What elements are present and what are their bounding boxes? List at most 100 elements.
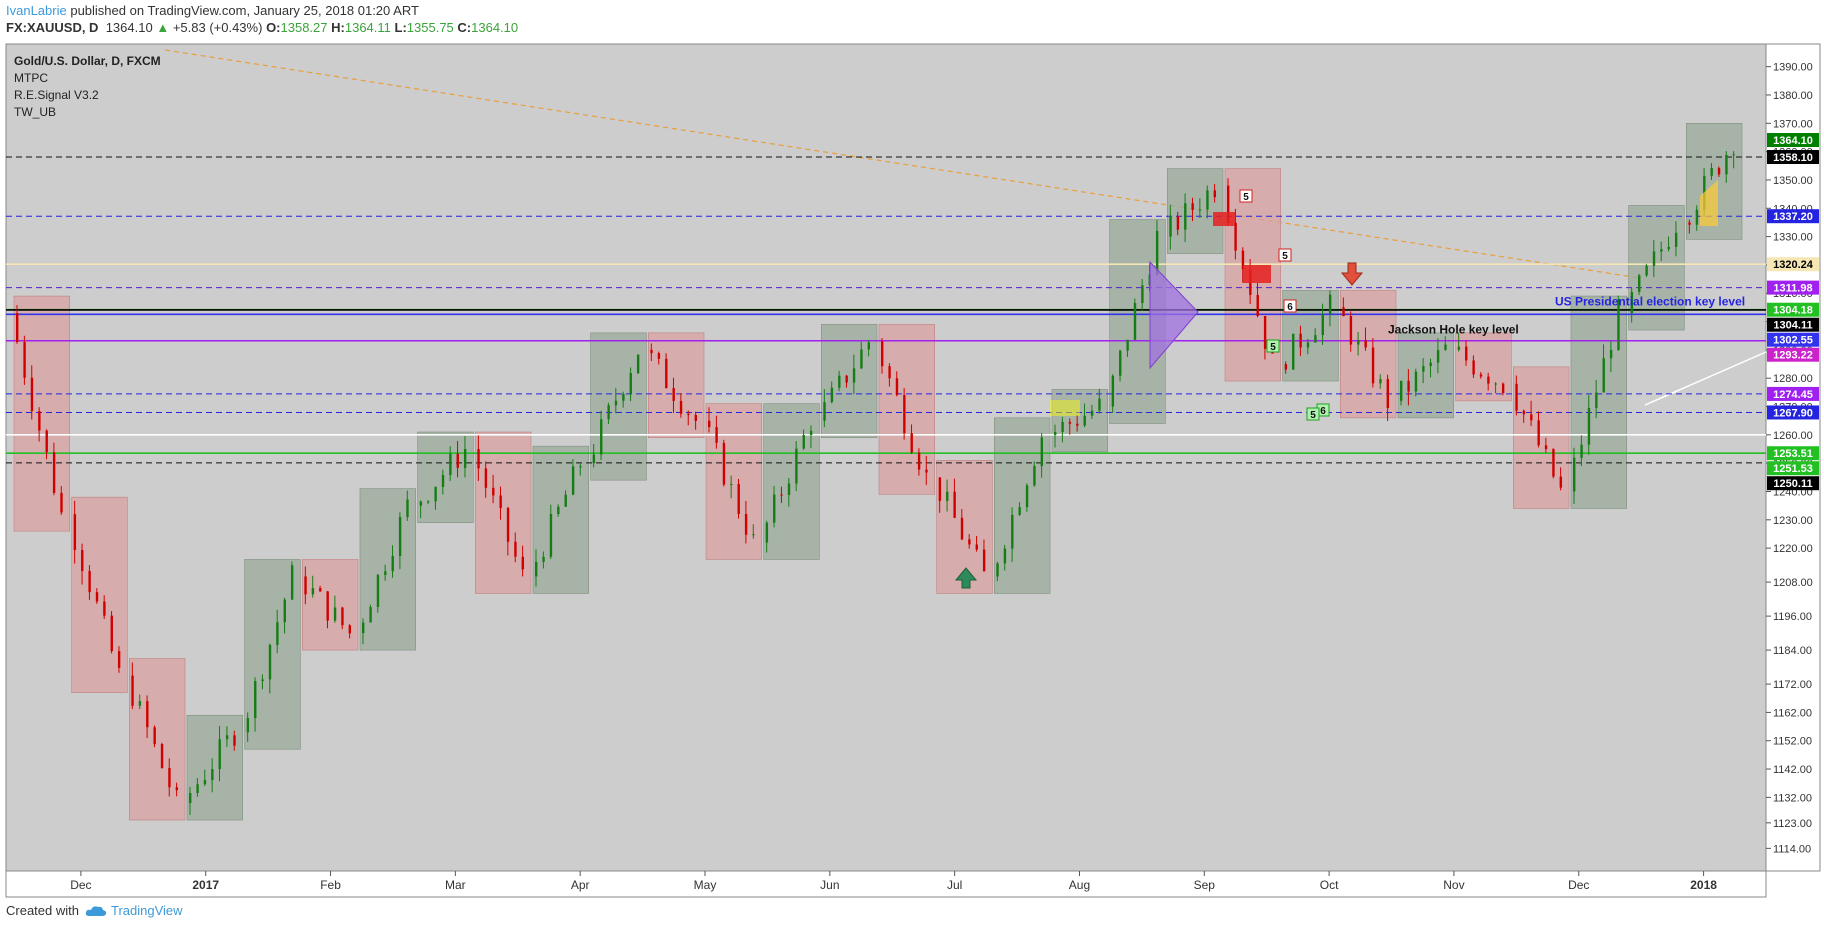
- candle-body: [622, 393, 625, 401]
- candle-body: [802, 434, 805, 449]
- x-tick-label: May: [694, 878, 717, 892]
- candle-body: [960, 517, 964, 540]
- candle-body: [860, 349, 863, 369]
- level-annotation: US Presidential election key level: [1555, 294, 1745, 308]
- candle-body: [1501, 383, 1505, 394]
- candle-body: [780, 494, 783, 496]
- candle-body: [1141, 285, 1144, 304]
- candle-body: [23, 342, 26, 378]
- down-swing-box: [705, 403, 762, 560]
- candle-body: [1025, 485, 1029, 508]
- down-swing-box: [13, 295, 70, 532]
- candle-body: [81, 549, 84, 572]
- candle-body: [1487, 376, 1490, 384]
- y-tick-label: 1172.00: [1773, 679, 1812, 691]
- price-tag: [1767, 405, 1819, 420]
- candle-body: [1386, 379, 1390, 408]
- candle-body: [557, 506, 560, 515]
- candle-body: [1444, 344, 1447, 351]
- signal-count-label: 5: [1310, 410, 1316, 421]
- candle-body: [1306, 342, 1310, 348]
- candle-body: [1544, 445, 1548, 450]
- price-tag-label: 1358.10: [1773, 152, 1813, 164]
- candle-body: [1119, 350, 1122, 376]
- candle-body: [1227, 185, 1230, 223]
- candle-body: [744, 514, 748, 535]
- candle-body: [1292, 333, 1295, 370]
- x-tick-label: Jul: [947, 878, 962, 892]
- candle-body: [110, 615, 113, 652]
- candle-body: [225, 735, 229, 740]
- candle-body: [103, 601, 106, 616]
- candle-body: [629, 373, 632, 394]
- candle-body: [1688, 222, 1691, 225]
- price-tag: [1767, 332, 1819, 347]
- y-tick-label: 1370.00: [1773, 118, 1813, 130]
- candle-body: [449, 453, 452, 475]
- signal-count-label: 5: [1270, 342, 1276, 353]
- candle-body: [657, 353, 661, 359]
- candle-body: [290, 565, 294, 600]
- candle-body: [1133, 303, 1137, 340]
- candle-body: [1126, 339, 1129, 351]
- close-value: 1364.10: [471, 20, 519, 35]
- candle-body: [938, 477, 942, 501]
- price-tag: [1767, 476, 1819, 491]
- candle-body: [1436, 350, 1440, 363]
- legend-indicator: R.E.Signal V3.2: [14, 88, 99, 102]
- candle-body: [1364, 340, 1367, 348]
- ohlc-line: FX:XAUUSD, D 1364.10 ▲ +5.83 (+0.43%) O:…: [6, 20, 518, 35]
- candle-body: [203, 780, 207, 785]
- up-trend-line[interactable]: [1644, 351, 1767, 406]
- x-tick-label: Oct: [1320, 878, 1339, 892]
- candle-body: [1400, 380, 1403, 401]
- candle-body: [1379, 379, 1382, 384]
- candle-body: [398, 517, 402, 556]
- x-tick-label: Feb: [320, 878, 341, 892]
- candle-body: [1234, 222, 1237, 251]
- candle-body: [1595, 392, 1598, 408]
- up-swing-box: [1167, 168, 1224, 254]
- x-tick-label: Nov: [1443, 878, 1464, 892]
- candle-body: [1587, 407, 1591, 445]
- price-tag-label: 1250.11: [1773, 478, 1812, 490]
- candle-body: [1003, 548, 1007, 564]
- candle-body: [996, 563, 999, 577]
- time-axis[interactable]: [5, 870, 1767, 898]
- candle-body: [1191, 203, 1194, 210]
- trend-line[interactable]: [164, 49, 1641, 279]
- tradingview-link[interactable]: TradingView: [85, 903, 183, 918]
- legend-indicator: MTPC: [14, 71, 48, 85]
- candle-body: [1674, 232, 1678, 247]
- candle-body: [138, 701, 142, 706]
- signal-box-yellow: [1050, 400, 1080, 416]
- x-tick-label: Dec: [1568, 878, 1589, 892]
- up-swing-box: [186, 714, 243, 821]
- footer: Created with TradingView: [6, 903, 183, 918]
- signal-box-orange: [1700, 180, 1718, 226]
- candle-body: [903, 395, 906, 434]
- candle-body: [1263, 315, 1267, 349]
- up-swing-box: [417, 431, 474, 523]
- candle-body: [246, 718, 250, 733]
- candle-body: [168, 768, 171, 788]
- candle-body: [348, 625, 352, 634]
- high-value: 1364.11: [344, 20, 391, 35]
- candle-body: [160, 744, 164, 769]
- candle-body: [521, 556, 525, 570]
- candle-body: [1256, 294, 1259, 316]
- candle-body: [830, 387, 834, 403]
- signal-count-box: [1239, 189, 1253, 203]
- author-link[interactable]: IvanLabrie: [6, 3, 67, 18]
- level-annotation: Jackson Hole key level: [1388, 323, 1519, 337]
- candle-body: [1321, 313, 1324, 336]
- publish-text: published on TradingView.com, January 25…: [70, 3, 419, 18]
- low-value: 1355.75: [406, 20, 454, 35]
- tradingview-cloud-icon: [85, 905, 107, 916]
- candle-body: [1033, 466, 1036, 486]
- symbol-label: FX:XAUUSD, D: [6, 20, 99, 35]
- candle-body: [1630, 292, 1634, 314]
- y-tick-label: 1123.00: [1773, 818, 1812, 830]
- candle-body: [1176, 216, 1180, 230]
